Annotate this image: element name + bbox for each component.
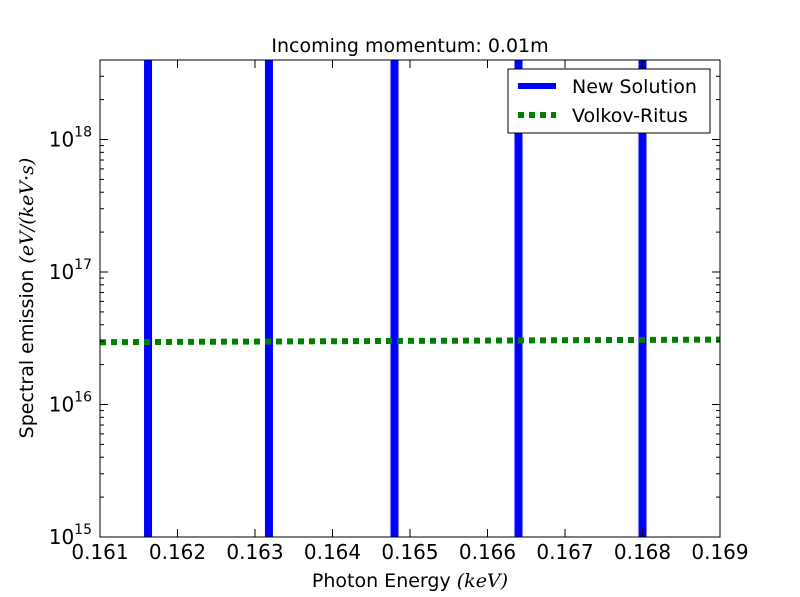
y-tick-label: 1017 (49, 257, 92, 284)
x-tick-label: 0.169 (691, 540, 748, 564)
x-tick-label: 0.161 (71, 540, 128, 564)
y-axis-label: Spectral emission (eV/(keV·s) (16, 158, 38, 439)
legend-box (507, 68, 711, 134)
y-tick-label: 1016 (49, 390, 92, 417)
y-axis: 1015 1016 1017 1018 (49, 75, 720, 549)
x-tick-label: 0.166 (459, 540, 516, 564)
legend: New Solution Volkov-Ritus (507, 68, 711, 134)
x-axis: 0.161 0.162 0.163 0.164 0.165 0.166 0.167 0.168… (71, 60, 749, 564)
x-tick-label: 0.168 (614, 540, 671, 564)
x-tick-label: 0.165 (381, 540, 438, 564)
y-axis-unit: (eV/(keV·s) (16, 158, 38, 264)
y-tick-label: 1015 (49, 522, 92, 549)
series-layer (100, 60, 720, 537)
x-axis-label-text: Photon Energy (312, 570, 451, 592)
y-axis-label-text: Spectral emission (16, 270, 38, 439)
x-axis-unit: (keV) (457, 570, 508, 592)
x-tick-label: 0.162 (149, 540, 206, 564)
x-tick-label: 0.164 (304, 540, 361, 564)
legend-label-volkov-ritus: Volkov-Ritus (572, 105, 688, 127)
x-axis-label: Photon Energy (keV) (312, 570, 508, 592)
line-volkov-ritus (100, 336, 720, 346)
x-tick-label: 0.167 (536, 540, 593, 564)
legend-label-new-solution: New Solution (572, 76, 697, 98)
x-tick-label: 0.163 (226, 540, 283, 564)
chart-title: Incoming momentum: 0.01m (271, 35, 548, 57)
y-tick-label: 1018 (49, 125, 92, 152)
